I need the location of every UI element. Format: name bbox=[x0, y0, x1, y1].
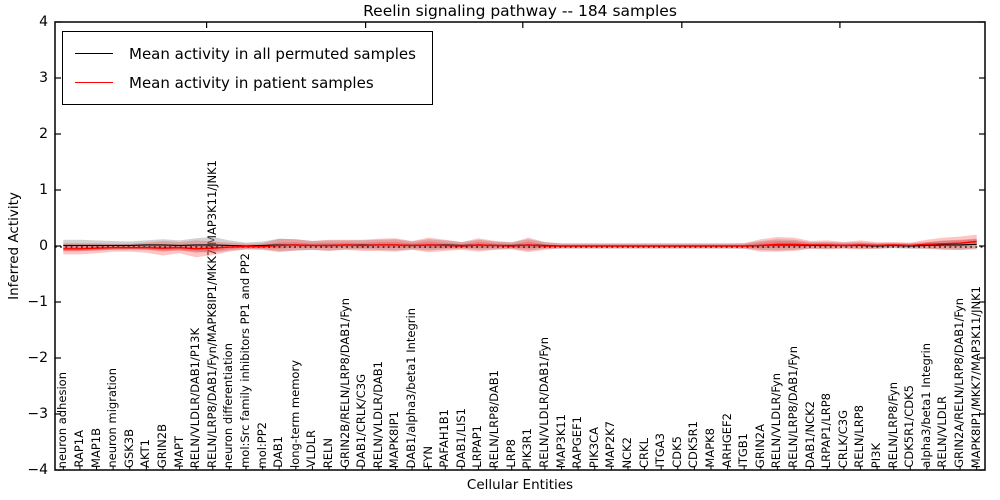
x-tick-label: MAP1B bbox=[88, 428, 103, 468]
x-tick-label: RAPGEF1 bbox=[570, 415, 585, 468]
y-tick-label: 0 bbox=[39, 238, 48, 254]
x-tick-label: GSK3B bbox=[121, 429, 136, 468]
x-tick-label: MAPK8IP1/MKK7/MAP3K11/JNK1 bbox=[968, 285, 983, 468]
x-tick-label: neuron migration bbox=[105, 368, 120, 468]
x-tick-label: CDK5 bbox=[669, 436, 684, 468]
x-tick-label: alpha3/beta1 Integrin bbox=[918, 343, 933, 468]
y-tick-label: 3 bbox=[39, 70, 48, 86]
x-tick-label: MAP2K7 bbox=[603, 421, 618, 468]
x-tick-label: neuron adhesion bbox=[55, 371, 70, 468]
x-tick-label: GRIN2A bbox=[752, 423, 767, 468]
x-tick-label: RELN/LRP8 bbox=[852, 405, 867, 468]
x-tick-label: mol:Src family inhibitors PP1 and PP2 bbox=[237, 253, 252, 468]
x-tick-label: DAB1/NCK2 bbox=[802, 400, 817, 468]
y-tick-label: −1 bbox=[27, 294, 48, 310]
y-tick-label: −4 bbox=[27, 462, 48, 478]
x-tick-label: DAB1/alpha3/beta1 Integrin bbox=[404, 307, 419, 468]
x-tick-label: GRIN2A/RELN/LRP8/DAB1/Fyn bbox=[952, 298, 967, 468]
y-tick-label: 1 bbox=[39, 182, 48, 198]
x-tick-label: CRLK/C3G bbox=[835, 409, 850, 468]
legend-item-patient: Mean activity in patient samples bbox=[75, 68, 416, 97]
x-tick-label: neuron differentiation bbox=[221, 342, 236, 468]
chart-title: Reelin signaling pathway -- 184 samples bbox=[363, 2, 677, 20]
permuted-line-swatch bbox=[75, 53, 113, 54]
y-tick-label: 4 bbox=[39, 14, 48, 30]
x-tick-label: DAB1/CRLK/C3G bbox=[354, 374, 369, 468]
x-tick-label: GRIN2B/RELN/LRP8/DAB1/Fyn bbox=[337, 298, 352, 468]
x-tick-label: MAPK8IP1 bbox=[387, 410, 402, 468]
x-tick-label: RELN/LRP8/DAB1/Fyn/MAPK8IP1/MKK7/MAP3K11… bbox=[204, 159, 219, 468]
x-tick-label: RELN/VLDLR/DAB1/P13K bbox=[188, 327, 203, 468]
x-tick-label: NCK2 bbox=[619, 436, 634, 469]
x-tick-label: RELN/LRP8/Fyn bbox=[885, 381, 900, 468]
legend-label-patient: Mean activity in patient samples bbox=[129, 73, 374, 92]
x-tick-label: RAP1A bbox=[71, 430, 86, 468]
patient-line-swatch bbox=[75, 82, 113, 83]
x-tick-label: ITGB1 bbox=[736, 433, 751, 468]
x-tick-label: MAPK8 bbox=[702, 428, 717, 468]
x-tick-label: ITGA3 bbox=[653, 433, 668, 468]
x-tick-label: DAB1/LIS1 bbox=[453, 407, 468, 468]
x-tick-label: CRKL bbox=[636, 438, 651, 468]
x-tick-label: GRIN2B bbox=[154, 423, 169, 468]
x-tick-label: LRPAP1/LRP8 bbox=[819, 392, 834, 468]
x-tick-label: FYN bbox=[420, 445, 435, 468]
x-tick-label: AKT1 bbox=[138, 439, 153, 468]
x-tick-label: mol:PP2 bbox=[254, 421, 269, 469]
x-tick-label: RELN bbox=[321, 437, 336, 468]
x-tick-label: VLDLR bbox=[304, 430, 319, 468]
y-tick-label: 2 bbox=[39, 126, 48, 142]
x-tick-label: RELN/VLDLR bbox=[935, 396, 950, 468]
x-tick-label: RELN/VLDLR/Fyn bbox=[769, 372, 784, 468]
x-tick-label: MAPT bbox=[171, 436, 186, 468]
x-tick-label: PIK3R1 bbox=[520, 427, 535, 469]
x-tick-label: PIK3CA bbox=[586, 426, 601, 468]
x-tick-label: CDK5R1/CDK5 bbox=[902, 385, 917, 468]
y-tick-label: −3 bbox=[27, 406, 48, 422]
x-tick-label: MAP3K11 bbox=[553, 413, 568, 468]
x-tick-label: CDK5R1 bbox=[686, 420, 701, 468]
x-tick-label: ARHGEF2 bbox=[719, 413, 734, 468]
x-tick-label: PAFAH1B1 bbox=[437, 409, 452, 468]
x-tick-label: RELN/LRP8/DAB1/Fyn bbox=[786, 346, 801, 468]
legend: Mean activity in all permuted samples Me… bbox=[62, 31, 433, 105]
x-tick-label: long-term memory bbox=[287, 360, 302, 468]
x-tick-label: LRPAP1 bbox=[470, 425, 485, 468]
y-tick-label: −2 bbox=[27, 350, 48, 366]
x-tick-label: RELN/VLDLR/DAB1 bbox=[370, 360, 385, 468]
x-tick-label: RELN/LRP8/DAB1 bbox=[487, 369, 502, 468]
x-tick-label: RELN/VLDLR/DAB1/Fyn bbox=[536, 337, 551, 468]
x-axis-label: Cellular Entities bbox=[466, 477, 574, 493]
legend-item-permuted: Mean activity in all permuted samples bbox=[75, 39, 416, 68]
x-tick-label: PI3K bbox=[869, 442, 884, 468]
x-tick-label: LRP8 bbox=[503, 439, 518, 468]
legend-label-permuted: Mean activity in all permuted samples bbox=[129, 44, 416, 63]
x-tick-label: DAB1 bbox=[271, 436, 286, 468]
